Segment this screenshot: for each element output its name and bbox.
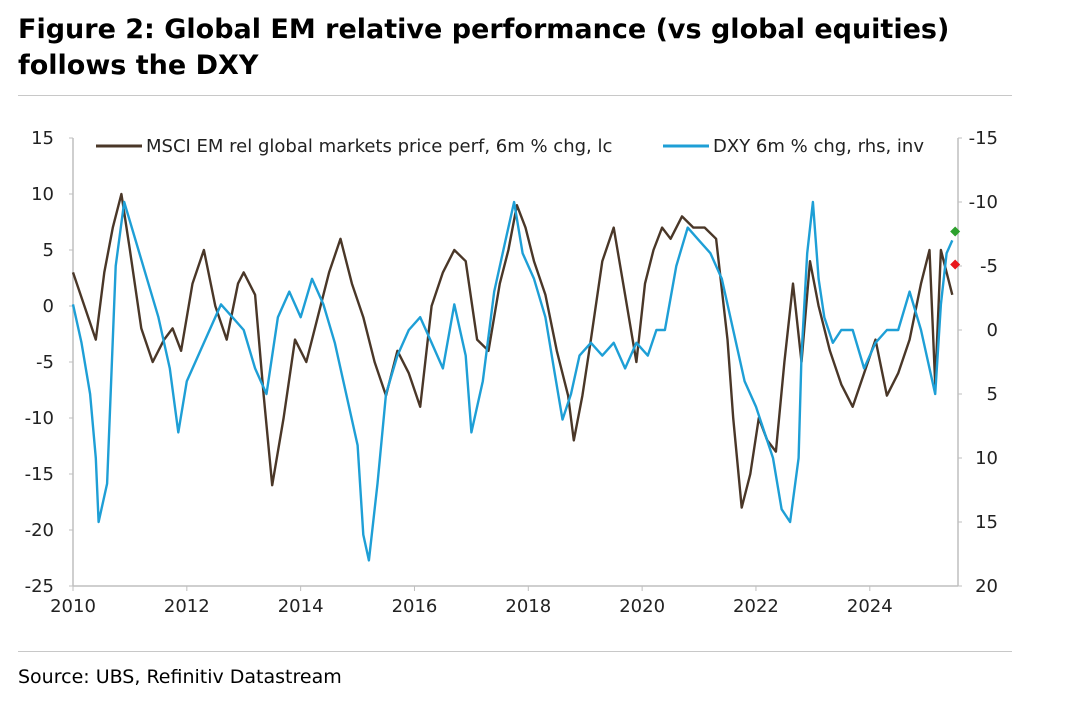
dxy-latest-marker: [950, 226, 961, 237]
right-tick-label: -10: [969, 192, 998, 213]
em-latest-marker: [950, 259, 961, 270]
left-tick-label: -15: [25, 464, 54, 485]
left-tick-label: -20: [25, 520, 54, 541]
right-tick-label: 10: [975, 448, 998, 469]
x-tick-label: 2024: [847, 596, 893, 617]
left-tick-label: 15: [31, 128, 54, 149]
series-lines: [71, 192, 954, 562]
x-tick-label: 2010: [50, 596, 96, 617]
right-tick-label: 20: [975, 576, 998, 597]
right-tick-label: 15: [975, 512, 998, 533]
dxy-inverted-line: [71, 200, 954, 562]
x-tick-label: 2022: [733, 596, 779, 617]
legend-label: DXY 6m % chg, rhs, inv: [713, 136, 924, 157]
x-tick-label: 2016: [392, 596, 438, 617]
left-tick-label: 10: [31, 184, 54, 205]
legend-background: [88, 130, 950, 160]
left-y-axis-ticks: 15 10 5 0 -5 -10 -15 -20 -25: [25, 128, 73, 597]
title-divider: [18, 95, 1012, 96]
line-chart: 15 10 5 0 -5 -10 -15 -20 -25 -15 -10 -5 0 5 10 15 20 20…: [25, 128, 998, 617]
x-tick-label: 2014: [278, 596, 324, 617]
left-tick-label: 5: [43, 240, 54, 261]
right-tick-label: 0: [987, 320, 998, 341]
right-y-axis-ticks: -15 -10 -5 0 5 10 15 20: [958, 128, 998, 597]
right-tick-label: -5: [980, 256, 998, 277]
x-tick-label: 2012: [164, 596, 210, 617]
right-tick-label: 5: [987, 384, 998, 405]
source-divider: [18, 651, 1012, 652]
legend: MSCI EM rel global markets price perf, 6…: [88, 130, 950, 160]
x-tick-label: 2018: [505, 596, 551, 617]
left-tick-label: -25: [25, 576, 54, 597]
left-tick-label: -5: [36, 352, 54, 373]
left-tick-label: -10: [25, 408, 54, 429]
x-axis-ticks: 2010 2012 2014 2016 2018 2020 2022 2024: [50, 586, 893, 617]
left-tick-label: 0: [43, 296, 54, 317]
x-tick-label: 2020: [619, 596, 665, 617]
em-relative-performance-line: [71, 192, 954, 509]
source-note: Source: UBS, Refinitiv Datastream: [18, 666, 342, 688]
end-markers: [950, 226, 961, 270]
legend-label: MSCI EM rel global markets price perf, 6…: [146, 136, 612, 157]
right-tick-label: -15: [969, 128, 998, 149]
figure-title: Figure 2: Global EM relative performance…: [18, 14, 950, 81]
